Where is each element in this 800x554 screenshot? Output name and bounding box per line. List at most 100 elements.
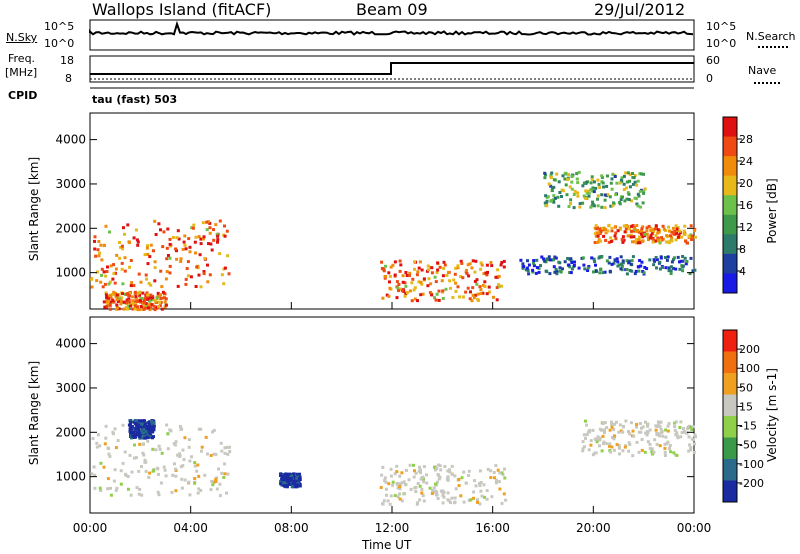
echo-cell [148,255,152,259]
echo-cell [202,235,206,239]
echo-cell [476,498,479,502]
y-tick-label: 1000 [55,266,86,280]
echo-cell [163,468,167,472]
echo-cell [438,476,442,479]
echo-cell [442,495,446,499]
echo-cell [422,277,426,281]
echo-cell [144,306,148,310]
echo-cell [193,240,197,244]
echo-cell [555,269,559,273]
echo-cell [132,236,136,240]
echo-cell [586,269,590,272]
echo-cell [387,294,391,298]
echo-cell [174,489,178,493]
echo-cell [187,438,191,442]
y-tick-label: 3000 [55,177,86,191]
echo-cell [552,178,556,182]
echo-cell [168,256,172,260]
echo-cell [640,426,643,430]
echo-cell [618,263,622,267]
echo-cell [605,259,609,263]
echo-cell [208,226,212,230]
echo-cell [553,270,557,274]
echo-cell [658,240,662,244]
echo-cell [475,278,479,282]
echo-cell [435,292,439,296]
echo-cell [664,428,668,432]
echo-cell [462,470,466,474]
echo-cell [694,435,697,439]
echo-cell [461,295,465,299]
echo-cell [454,487,458,491]
echo-cell [620,176,624,180]
echo-cell [199,237,203,241]
echo-cell [498,487,502,491]
echo-cell [604,231,608,235]
echo-cell [648,258,652,262]
echo-cell [430,271,434,275]
echo-cell [678,260,681,264]
echo-cell [572,263,576,267]
echo-cell [561,267,564,271]
echo-cell [603,193,607,197]
echo-cell [106,446,110,450]
echo-cell [630,224,634,228]
echo-cell [621,430,625,434]
echo-cell [642,191,646,195]
echo-cell [153,279,157,283]
echo-cell [295,483,299,487]
echo-cell [610,262,614,266]
echo-cell [414,471,418,475]
echo-cell [550,171,554,175]
echo-cell [479,292,483,296]
echo-cell [152,419,156,423]
echo-cell [212,428,216,432]
echo-cell [403,483,407,487]
echo-cell [643,232,647,236]
echo-cell [485,497,489,501]
echo-cell [658,444,662,448]
echo-cell [490,495,494,499]
echo-cell [128,429,132,433]
x-tick-label: 20:00 [576,521,611,535]
echo-cell [137,423,140,427]
echo-cell [592,204,596,208]
echo-cell [168,264,172,268]
echo-cell [479,489,483,493]
echo-cell [595,240,599,244]
echo-cell [383,476,387,480]
echo-cell [387,482,391,486]
echo-cell [590,178,594,182]
echo-cell [669,450,673,454]
echo-cell [389,494,393,498]
echo-cell [592,257,596,261]
echo-cell [619,198,623,201]
echo-cell [148,428,152,432]
echo-cell [593,451,597,455]
echo-cell [114,488,118,492]
cpid-label: CPID [8,89,38,102]
echo-cell [690,428,694,432]
echo-cell [624,224,628,228]
echo-cell [650,450,654,454]
echo-cell [143,297,147,301]
echo-cell [114,295,118,299]
echo-cell [601,271,605,275]
echo-cell [557,180,561,184]
echo-cell [293,483,297,487]
echo-cell [675,231,678,235]
echo-cell [595,440,599,444]
echo-cell [526,259,529,263]
echo-cell [596,435,600,439]
echo-cell [452,278,456,282]
echo-cell [605,426,609,430]
echo-cell [149,293,153,297]
echo-cell [384,480,388,484]
echo-cell [608,428,612,432]
echo-cell [421,292,425,296]
echo-cell [451,296,455,299]
colorbar-tick-label: -200 [739,477,764,490]
echo-cell [686,427,690,430]
echo-cell [640,229,643,233]
echo-cell [393,260,397,264]
